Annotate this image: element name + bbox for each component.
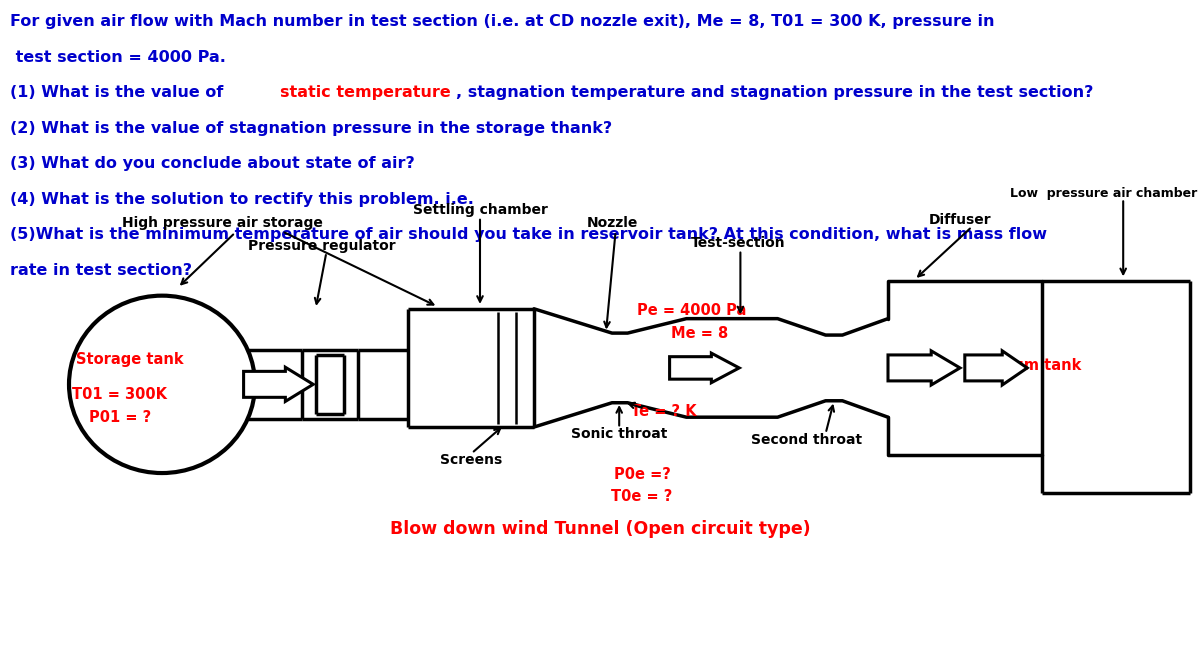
Text: For given air flow with Mach number in test section (i.e. at CD nozzle exit), Me: For given air flow with Mach number in t… [10, 14, 994, 30]
Text: Test-section: Test-section [691, 236, 785, 250]
Text: Low  pressure air chamber: Low pressure air chamber [1010, 187, 1198, 200]
Text: Screens: Screens [440, 453, 503, 467]
Text: rate in test section?: rate in test section? [10, 263, 192, 278]
Text: High pressure air storage: High pressure air storage [121, 216, 323, 231]
Text: Storage tank: Storage tank [76, 352, 184, 367]
Polygon shape [244, 367, 313, 401]
Text: Second throat: Second throat [751, 433, 862, 447]
Text: (2) What is the value of stagnation pressure in the storage thank?: (2) What is the value of stagnation pres… [10, 121, 612, 136]
Text: Pressure regulator: Pressure regulator [247, 239, 396, 254]
Text: Te = ? K: Te = ? K [631, 405, 696, 419]
Polygon shape [670, 353, 739, 382]
Text: Blow down wind Tunnel (Open circuit type): Blow down wind Tunnel (Open circuit type… [390, 520, 810, 538]
Text: T0e = ?: T0e = ? [611, 489, 673, 503]
Text: Settling chamber: Settling chamber [413, 203, 547, 217]
Text: Sonic throat: Sonic throat [571, 426, 667, 441]
Text: (5)What is the minimum temperature of air should you take in reservoir tank? At : (5)What is the minimum temperature of ai… [10, 227, 1046, 242]
Text: test section = 4000 Pa.: test section = 4000 Pa. [10, 50, 226, 65]
Text: P01 = ?: P01 = ? [89, 410, 151, 424]
Text: P0e =?: P0e =? [613, 467, 671, 482]
Polygon shape [965, 351, 1027, 385]
Text: Pe = 4000 Pa: Pe = 4000 Pa [636, 304, 746, 318]
Text: Diffuser: Diffuser [929, 213, 991, 227]
Text: T01 = 300K: T01 = 300K [72, 387, 168, 401]
Text: (1) What is the value of: (1) What is the value of [10, 85, 228, 101]
Text: (4) What is the solution to rectify this problem. i.e.: (4) What is the solution to rectify this… [10, 192, 474, 207]
Text: vacuum tank: vacuum tank [976, 359, 1081, 373]
Text: Nozzle: Nozzle [587, 216, 637, 231]
Text: Me = 8: Me = 8 [671, 327, 728, 341]
Text: static temperature: static temperature [280, 85, 450, 101]
Ellipse shape [70, 296, 256, 473]
Text: , stagnation temperature and stagnation pressure in the test section?: , stagnation temperature and stagnation … [456, 85, 1093, 101]
Text: (3) What do you conclude about state of air?: (3) What do you conclude about state of … [10, 156, 414, 171]
Polygon shape [888, 351, 960, 385]
